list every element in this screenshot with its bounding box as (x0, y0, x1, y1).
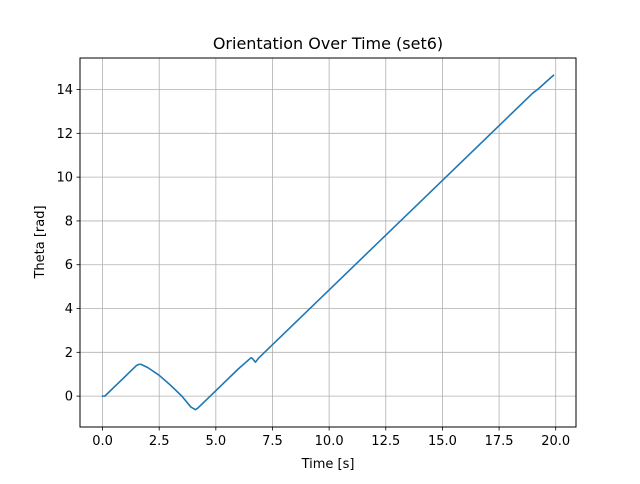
x-tick-label: 5.0 (205, 434, 226, 449)
y-axis-ticks: 0 2 4 6 8 10 12 14 (56, 83, 80, 405)
x-axis-label: Time [s] (301, 457, 355, 472)
y-axis-label: Theta [rad] (33, 205, 48, 279)
x-axis-ticks: 0.0 2.5 5.0 7.5 10.0 12.5 15.0 17.5 20.0 (92, 427, 570, 449)
plot-frame (79, 57, 577, 428)
x-tick-label: 20.0 (541, 434, 570, 449)
y-tick-label: 12 (56, 127, 73, 142)
x-tick-label: 17.5 (485, 434, 514, 449)
chart-title: Orientation Over Time (set6) (213, 34, 443, 53)
y-tick-label: 8 (65, 214, 73, 229)
x-tick-label: 12.5 (371, 434, 400, 449)
y-tick-label: 10 (56, 171, 73, 186)
y-tick-label: 2 (65, 346, 73, 361)
x-tick-label: 10.0 (315, 434, 344, 449)
series-layer (101, 74, 555, 411)
x-tick-label: 0.0 (92, 434, 113, 449)
y-tick-label: 4 (65, 302, 73, 317)
grid-lines (80, 58, 576, 427)
series-line (101, 74, 555, 411)
x-tick-label: 7.5 (262, 434, 283, 449)
y-tick-label: 14 (56, 83, 73, 98)
y-tick-label: 6 (65, 258, 73, 273)
x-tick-label: 2.5 (149, 434, 170, 449)
y-tick-label: 0 (65, 390, 73, 405)
x-tick-label: 15.0 (428, 434, 457, 449)
